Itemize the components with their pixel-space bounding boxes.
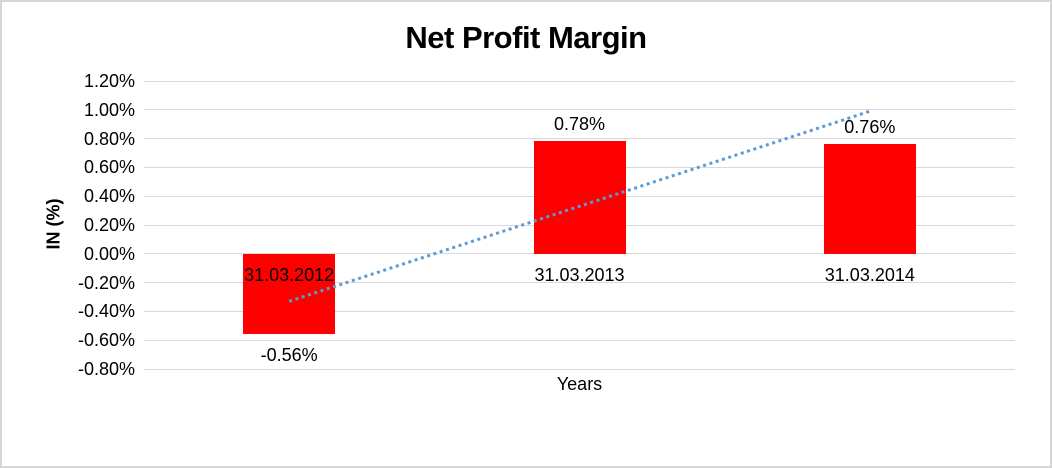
value-label: 0.76% — [844, 117, 896, 138]
trendline-segment — [288, 109, 871, 303]
category-label: 31.03.2014 — [824, 264, 915, 285]
gridline — [144, 109, 1015, 111]
plot-area: 31.03.2012 -0.56% 31.03.2013 0.78% 31.03.201… — [144, 80, 1015, 370]
gridline — [144, 80, 1015, 82]
value-label: 0.78% — [553, 114, 606, 135]
y-tick-label: 1.00% — [83, 99, 135, 120]
data-labels-layer: 31.03.2012 -0.56% 31.03.2013 0.78% 31.03.201… — [144, 81, 1015, 369]
y-tick-label: 0.60% — [83, 157, 135, 178]
trendline — [288, 109, 871, 303]
y-tick-label: -0.20% — [77, 272, 135, 293]
y-tick-label: -0.40% — [77, 301, 135, 322]
chart-title: Net Profit Margin — [405, 20, 647, 55]
gridline — [144, 253, 1015, 255]
value-label: -0.56% — [260, 345, 318, 366]
category-label: 31.03.2012 — [244, 264, 335, 285]
bar-31.03.2012 — [243, 253, 336, 335]
bar-31.03.2014 — [823, 144, 916, 254]
gridline — [144, 282, 1015, 284]
gridline — [144, 368, 1015, 370]
gridline — [144, 138, 1015, 140]
y-tick-label: 0.80% — [83, 128, 135, 149]
y-tick-label: 0.40% — [83, 186, 135, 207]
y-tick-label: -0.80% — [77, 359, 135, 379]
y-tick-label: 0.00% — [83, 243, 135, 264]
y-tick-label: 1.20% — [83, 71, 135, 91]
y-tick-label: 0.20% — [83, 215, 135, 235]
gridline — [144, 339, 1015, 341]
category-label: 31.03.2013 — [534, 264, 625, 285]
x-axis-title: Years — [556, 374, 603, 394]
gridline — [144, 310, 1015, 312]
y-tick-label: -0.60% — [77, 330, 135, 351]
